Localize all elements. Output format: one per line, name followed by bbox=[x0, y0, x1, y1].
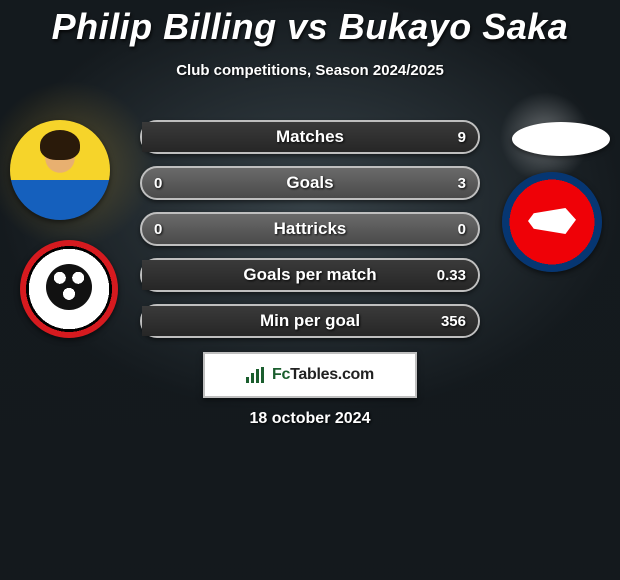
player-left-avatar bbox=[10, 120, 110, 220]
stat-label: Goals bbox=[286, 173, 333, 193]
stat-label: Hattricks bbox=[274, 219, 347, 239]
stat-value-right: 9 bbox=[458, 129, 466, 146]
comparison-bars: Matches 9 0 Goals 3 0 Hattricks 0 Goals per matc… bbox=[140, 120, 480, 350]
stat-value-left: 0 bbox=[154, 221, 162, 238]
page-title: Philip Billing vs Bukayo Saka bbox=[0, 0, 620, 48]
club-crest-right bbox=[502, 172, 602, 272]
stat-label: Min per goal bbox=[260, 311, 360, 331]
chart-icon bbox=[246, 367, 266, 383]
site-logo[interactable]: FcTables.com bbox=[203, 352, 417, 398]
site-name: FcTables.com bbox=[272, 366, 374, 384]
stat-value-left: 0 bbox=[154, 175, 162, 192]
stat-value-right: 3 bbox=[458, 175, 466, 192]
stat-row: Matches 9 bbox=[140, 120, 480, 154]
stat-label: Matches bbox=[276, 127, 344, 147]
stat-value-right: 0 bbox=[458, 221, 466, 238]
stat-row: 0 Hattricks 0 bbox=[140, 212, 480, 246]
stat-row: 0 Goals 3 bbox=[140, 166, 480, 200]
stat-value-right: 356 bbox=[441, 313, 466, 330]
player-right-avatar bbox=[512, 122, 610, 156]
club-crest-left bbox=[20, 240, 118, 338]
stat-row: Min per goal 356 bbox=[140, 304, 480, 338]
subtitle: Club competitions, Season 2024/2025 bbox=[0, 62, 620, 79]
stat-label: Goals per match bbox=[243, 265, 376, 285]
stat-row: Goals per match 0.33 bbox=[140, 258, 480, 292]
stat-value-right: 0.33 bbox=[437, 267, 466, 284]
date-label: 18 october 2024 bbox=[0, 410, 620, 428]
